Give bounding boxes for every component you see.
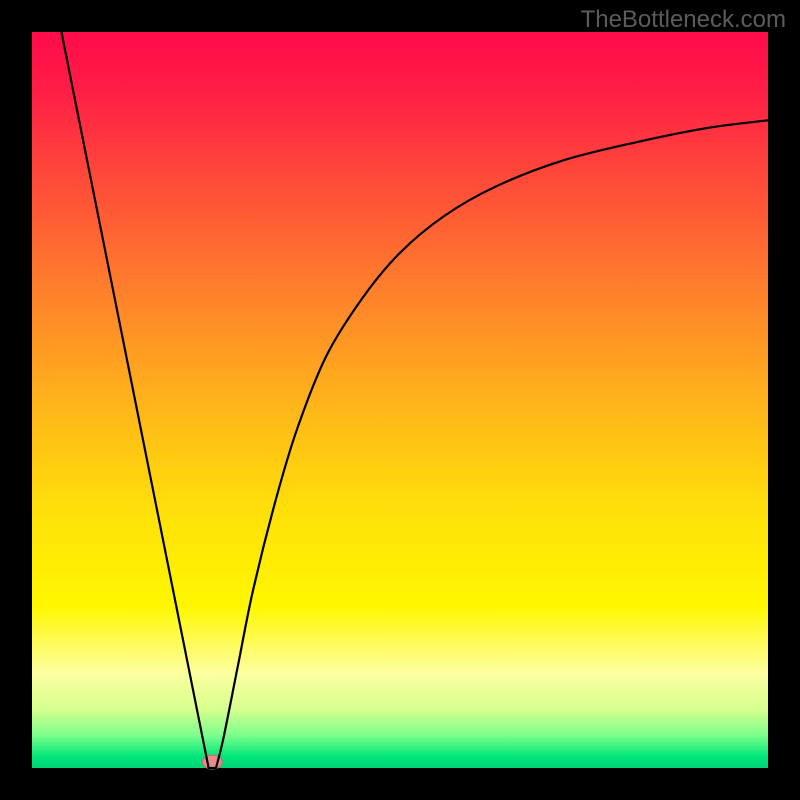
watermark-text: TheBottleneck.com (581, 6, 786, 34)
bottleneck-curve (61, 32, 768, 768)
plot-area (32, 32, 768, 768)
curve-layer (32, 32, 768, 768)
chart-frame: TheBottleneck.com (0, 0, 800, 800)
